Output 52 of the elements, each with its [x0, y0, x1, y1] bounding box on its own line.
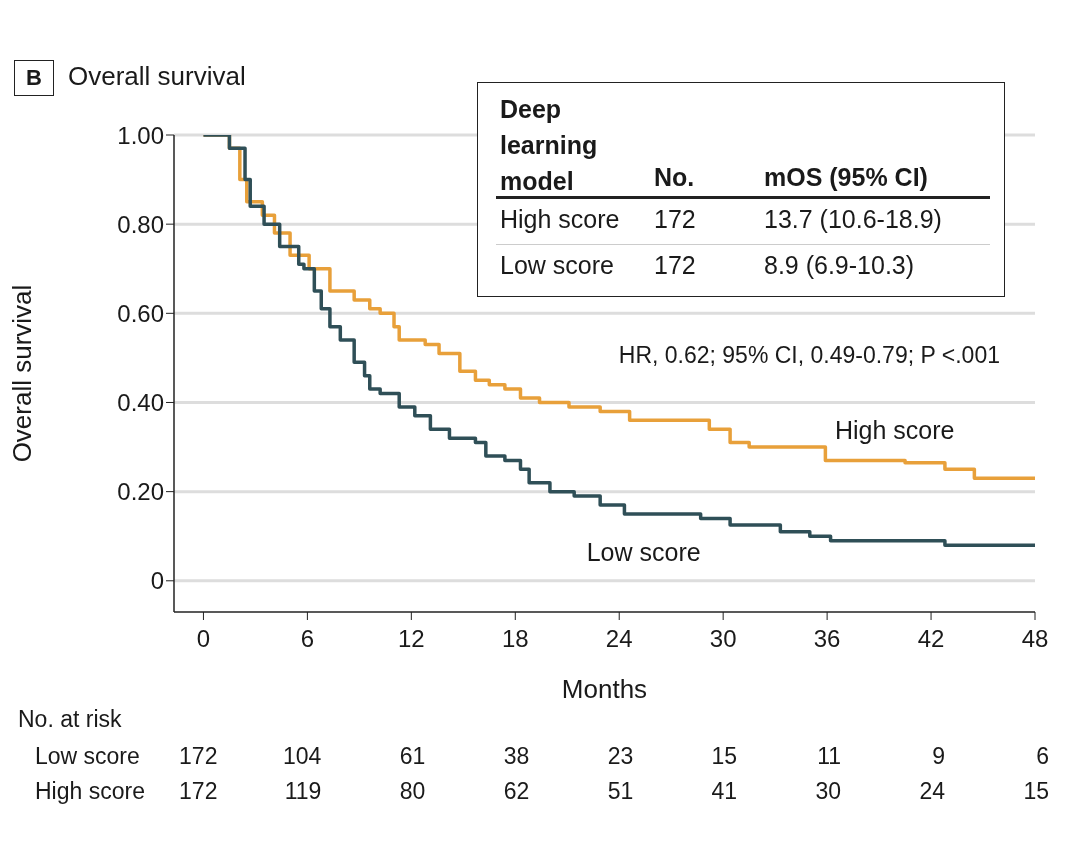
annotation: mOS (95% CI) — [764, 163, 928, 192]
text: Low score — [35, 743, 140, 769]
text: 30 — [815, 778, 842, 804]
x-tick-label: 18 — [501, 625, 529, 653]
text: 104 — [283, 743, 322, 769]
text: High score — [35, 778, 145, 804]
text: 172 — [179, 743, 218, 769]
text: 15 — [1023, 778, 1049, 804]
x-tick-label: 36 — [813, 625, 841, 653]
text: 41 — [711, 778, 738, 804]
series-label: Low score — [586, 538, 701, 568]
annotation: Low score — [500, 251, 614, 280]
x-tick-label: 42 — [917, 625, 945, 653]
y-tick-label: 1.00 — [117, 121, 164, 149]
text: 61 — [399, 743, 426, 769]
text: 24 — [919, 778, 946, 804]
chart-title: Overall survival — [68, 61, 246, 92]
y-tick-label: 0.40 — [117, 389, 164, 416]
text: 11 — [817, 743, 842, 769]
x-tick-label: 0 — [196, 625, 211, 653]
legend-title: Deep learning model — [500, 94, 599, 197]
text: 80 — [399, 778, 426, 804]
y-axis-title: Overall survival — [7, 284, 38, 463]
text: 62 — [503, 778, 530, 804]
y-tick-label: 0.80 — [117, 210, 164, 238]
y-tick-label: 0 — [150, 567, 164, 595]
y-tick-label: 0.60 — [117, 299, 164, 327]
text: 6 — [1036, 743, 1049, 769]
annotation: 13.7 (10.6-18.9) — [764, 205, 942, 234]
text: 15 — [711, 743, 738, 769]
text: 119 — [284, 778, 322, 804]
x-axis-title: Months — [561, 674, 648, 704]
annotation: High score — [500, 205, 620, 234]
x-tick-label: 30 — [709, 625, 737, 653]
text: 38 — [503, 743, 530, 769]
text: 51 — [607, 778, 634, 804]
text: 172 — [179, 778, 218, 804]
text: No. at risk — [18, 706, 122, 733]
annotation: 172 — [654, 205, 696, 234]
text: 9 — [932, 743, 946, 769]
annotation: HR, 0.62; 95% CI, 0.49-0.79; P <.001 — [618, 342, 1000, 369]
x-tick-label: 6 — [300, 625, 315, 653]
series-label: High score — [834, 416, 955, 446]
x-tick-label: 48 — [1021, 625, 1049, 653]
y-tick-label: 0.20 — [117, 478, 164, 506]
text: 23 — [607, 743, 634, 769]
annotation: No. — [654, 163, 695, 192]
annotation: 172 — [654, 251, 696, 280]
x-tick-label: 12 — [397, 625, 425, 653]
annotation: 8.9 (6.9-10.3) — [764, 251, 915, 280]
x-tick-label: 24 — [605, 625, 633, 653]
text: B — [14, 60, 54, 96]
